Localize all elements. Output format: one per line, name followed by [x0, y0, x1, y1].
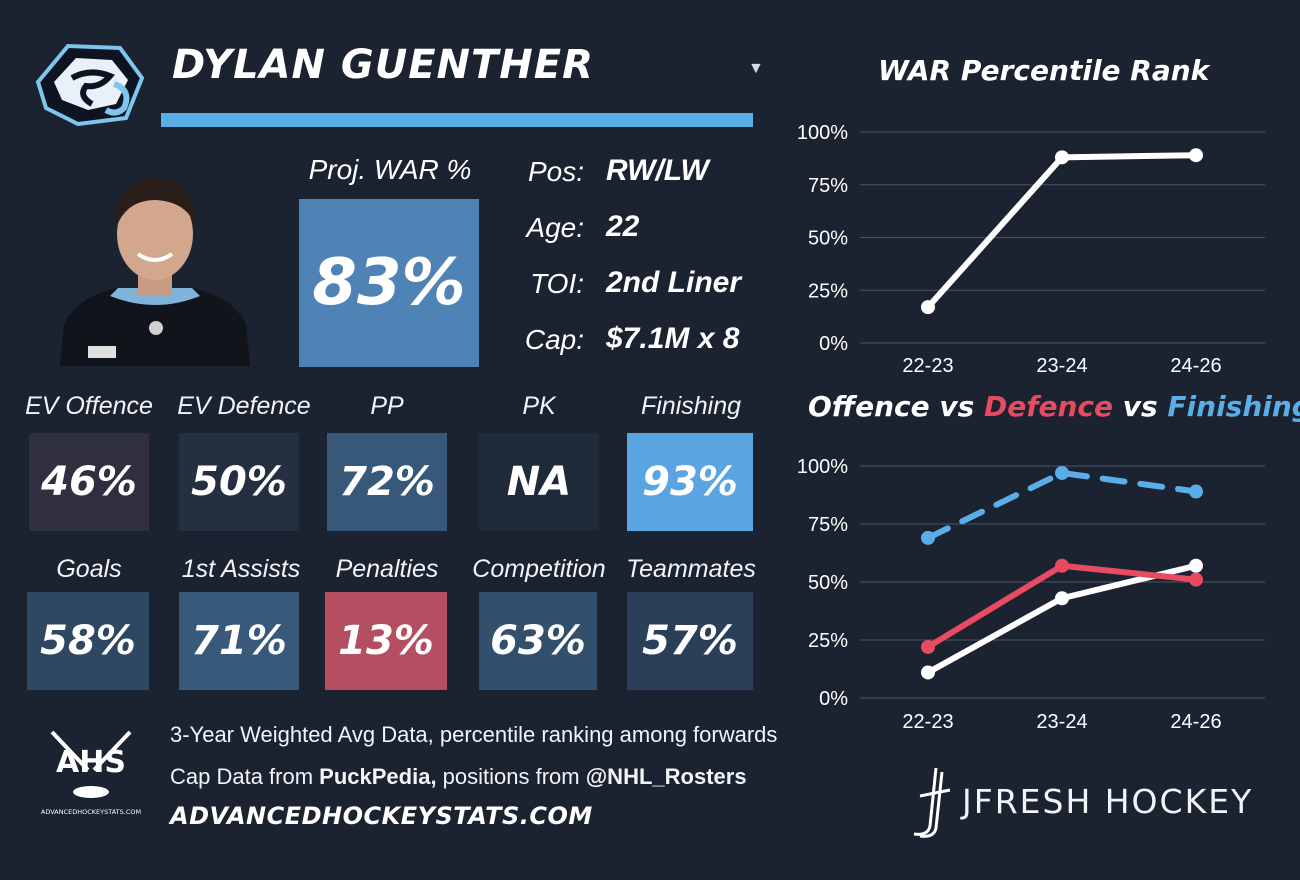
stat-label-1st-assists: 1st Assists — [181, 555, 301, 583]
stat-value-competition: 63% — [479, 592, 597, 690]
player-name: DYLAN GUENTHER — [172, 42, 594, 88]
chart2-xtick-label: 24-26 — [1170, 711, 1221, 733]
chart2-ytick-label: 0% — [819, 688, 848, 710]
proj-war-label: Proj. WAR % — [308, 154, 472, 185]
site-url: ADVANCEDHOCKEYSTATS.COM — [170, 802, 593, 830]
info-label-cap: Cap: — [524, 324, 584, 355]
chart2-ytick-label: 25% — [808, 630, 848, 652]
stat-label-ev-defence: EV Defence — [177, 392, 311, 420]
chart2-series-offence-point — [921, 665, 935, 680]
svg-text:AHS: AHS — [56, 745, 126, 780]
chart1-ytick-label: 0% — [819, 333, 848, 355]
chart2-title: Offence vs Defence vs Finishing — [808, 390, 1300, 423]
stat-value-goals: 58% — [27, 592, 149, 690]
info-value-cap: $7.1M x 8 — [606, 322, 740, 355]
stat-value-ev-offence: 46% — [29, 433, 149, 531]
chart1-xtick-label: 22-23 — [902, 355, 953, 377]
chart2-series-offence-point — [1055, 591, 1069, 606]
chart1-xtick-label: 24-26 — [1170, 355, 1221, 377]
chart2-series-finishing-point — [1055, 465, 1069, 480]
charts-area: 0% 25% 50% 75% 100% 22-23 23-24 24-26 0% 25% 50% 75… — [797, 122, 1265, 733]
chart2-series-offence-point — [1189, 558, 1203, 573]
source-puckpedia: PuckPedia, — [319, 764, 437, 789]
info-value-pos: RW/LW — [606, 154, 709, 187]
chart2-series-defence-point — [1189, 572, 1203, 587]
chart2-ytick-label: 100% — [797, 456, 848, 478]
chart1-xtick-label: 23-24 — [1036, 355, 1087, 377]
chart1-series-war-point — [921, 300, 935, 315]
caret-down-icon[interactable]: ▼ — [748, 60, 764, 77]
info-label-age: Age: — [526, 212, 584, 243]
proj-war-value: 83% — [299, 199, 479, 367]
stat-value-ev-defence: 50% — [179, 433, 299, 531]
chart2-xtick-label: 22-23 — [902, 711, 953, 733]
stat-value-1st-assists: 71% — [179, 592, 299, 690]
chart2-series-finishing-line — [925, 469, 1199, 541]
player-photo — [60, 178, 250, 366]
chart1-series-war-point — [1189, 148, 1203, 163]
chart1-ytick-label: 75% — [808, 175, 848, 197]
chart2-series-defence-point — [921, 639, 935, 654]
chart2-title-finishing: Finishing — [1167, 390, 1300, 423]
stat-label-ev-offence: EV Offence — [25, 392, 153, 420]
stat-label-pp: PP — [370, 392, 404, 420]
chart2-series-finishing-point — [921, 530, 935, 545]
info-value-toi: 2nd Liner — [606, 266, 742, 299]
ahs-logo-icon: AHS ADVANCEDHOCKEYSTATS.COM — [41, 730, 141, 816]
stat-label-pk: PK — [522, 392, 556, 420]
info-value-age: 22 — [606, 210, 640, 243]
chart2-series-defence-line — [925, 562, 1199, 650]
jfresh-logo-icon — [913, 767, 951, 838]
footer-note-sources: Cap Data from PuckPedia, positions from … — [170, 764, 747, 789]
chart1-ytick-label: 50% — [808, 228, 848, 250]
chart2-series-defence-point — [1055, 558, 1069, 573]
stat-label-penalties: Penalties — [335, 555, 439, 583]
brand-name: JFRESH HOCKEY — [962, 782, 1254, 821]
name-underline-bar — [161, 113, 753, 127]
svg-text:ADVANCEDHOCKEYSTATS.COM: ADVANCEDHOCKEYSTATS.COM — [41, 808, 141, 816]
stat-label-finishing: Finishing — [640, 392, 742, 420]
chart2-ytick-label: 75% — [808, 514, 848, 536]
mammoth-logo-icon — [35, 43, 145, 126]
stat-label-competition: Competition — [472, 555, 606, 583]
chart2-title-vs-2: vs — [1112, 390, 1168, 423]
stat-label-teammates: Teammates — [626, 555, 756, 583]
chart1-ytick-label: 25% — [808, 280, 848, 302]
chart1-series-war-line — [925, 152, 1199, 311]
stat-label-goals: Goals — [56, 555, 122, 583]
chart2-xtick-label: 23-24 — [1036, 711, 1087, 733]
info-label-pos: Pos: — [527, 156, 584, 187]
chart2-series-finishing-point — [1189, 484, 1203, 499]
stat-value-pp: 72% — [327, 433, 447, 531]
stat-value-teammates: 57% — [627, 592, 753, 690]
chart1-title: WAR Percentile Rank — [878, 54, 1210, 87]
chart1-ytick-label: 100% — [797, 122, 848, 144]
stat-value-penalties: 13% — [325, 592, 447, 690]
chart2-title-vs-1: vs — [929, 390, 985, 423]
chart2-ytick-label: 50% — [808, 572, 848, 594]
chart2-title-offence: Offence — [808, 390, 930, 423]
source-nhl-rosters: @NHL_Rosters — [585, 764, 747, 789]
stat-value-pk: NA — [479, 433, 599, 531]
chart2-title-defence: Defence — [984, 390, 1113, 423]
stat-value-finishing: 93% — [627, 433, 753, 531]
chart1-series-war-point — [1055, 150, 1069, 165]
footer-note-data: 3-Year Weighted Avg Data, percentile ran… — [170, 722, 778, 747]
info-label-toi: TOI: — [530, 268, 584, 299]
